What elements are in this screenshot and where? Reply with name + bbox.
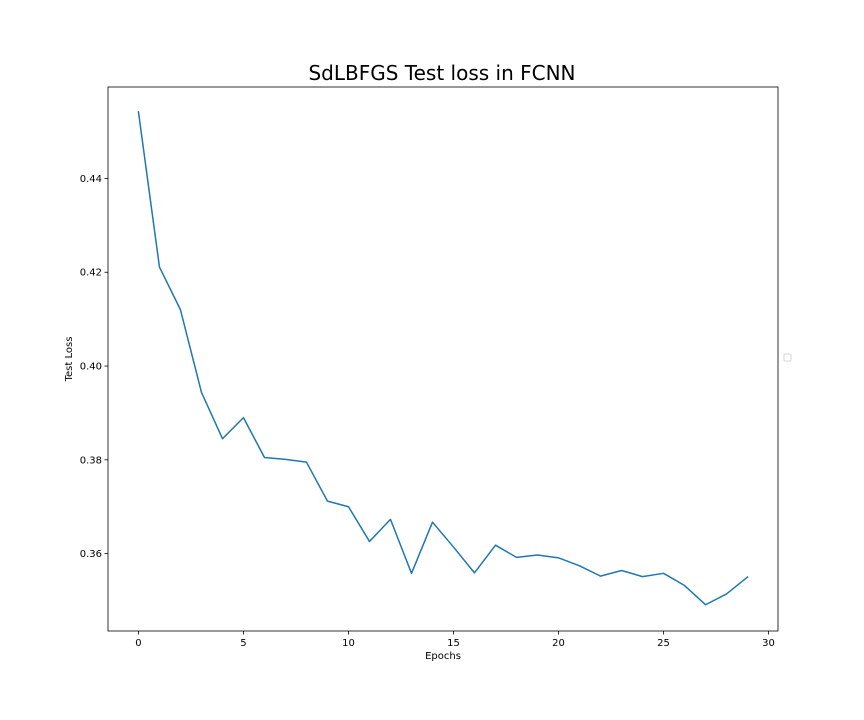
x-tick-label: 25 [657, 638, 670, 649]
y-tick-label: 0.38 [80, 455, 102, 466]
series-line [137, 111, 749, 606]
x-tick-label: 5 [240, 638, 246, 649]
legend-box [783, 353, 792, 362]
x-axis-label: Epochs [425, 651, 461, 662]
chart-title: SdLBFGS Test loss in FCNN [308, 61, 575, 85]
y-axis-ticks: 0.36 0.38 0.40 0.42 0.44 [80, 174, 108, 560]
x-tick-label: 30 [762, 638, 775, 649]
y-tick-label: 0.42 [80, 268, 102, 279]
x-tick-label: 15 [447, 638, 460, 649]
y-axis-label: Test Loss [64, 337, 75, 383]
y-tick-label: 0.36 [80, 549, 102, 560]
x-tick-label: 0 [135, 638, 141, 649]
x-axis-ticks: 0 5 10 15 20 25 30 [135, 631, 775, 649]
plot-area: 0 5 10 15 20 25 30 0.36 0.38 0.40 0.42 0.44 [80, 86, 779, 649]
x-tick-label: 10 [342, 638, 355, 649]
y-tick-label: 0.40 [80, 362, 102, 373]
x-tick-label: 20 [552, 638, 565, 649]
series-layer [137, 111, 749, 606]
plot-frame [107, 86, 779, 632]
y-tick-label: 0.44 [80, 174, 102, 185]
